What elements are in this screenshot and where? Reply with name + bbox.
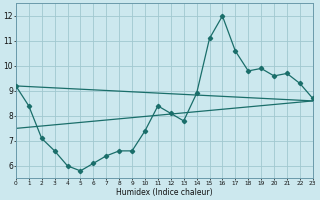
X-axis label: Humidex (Indice chaleur): Humidex (Indice chaleur) [116, 188, 212, 197]
